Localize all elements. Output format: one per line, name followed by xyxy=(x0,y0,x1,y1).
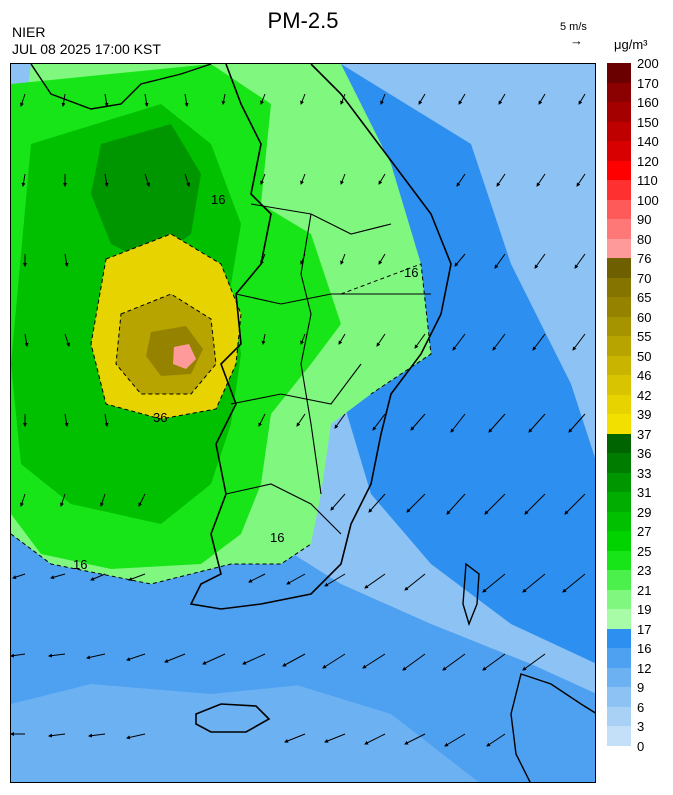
colorbar-tick-label: 27 xyxy=(637,524,652,539)
colorbar-tick-label: 80 xyxy=(637,231,652,247)
colorbar-tick-label: 39 xyxy=(637,407,652,422)
coastline xyxy=(189,64,452,610)
colorbar-segment xyxy=(607,336,631,356)
colorbar-segment xyxy=(607,687,631,707)
colorbar-segment xyxy=(607,570,631,590)
colorbar-segment xyxy=(607,316,631,337)
colorbar-tick-label: 23 xyxy=(637,563,652,578)
colorbar-segment xyxy=(607,82,631,103)
agency-label: NIER xyxy=(12,24,46,40)
colorbar-segment xyxy=(607,63,631,83)
colorbar-tick-label: 19 xyxy=(637,602,652,617)
colorbar-segment xyxy=(607,277,631,298)
colorbar-tick-label: 140 xyxy=(637,134,659,149)
colorbar-segment xyxy=(607,375,631,395)
colorbar-tick-label: 37 xyxy=(637,426,652,442)
colorbar-tick-label: 16 xyxy=(637,641,652,656)
colorbar-tick-label: 3 xyxy=(637,719,645,734)
japan-coast-outline xyxy=(510,673,595,782)
colorbar xyxy=(607,63,631,765)
colorbar-segment xyxy=(607,472,631,493)
colorbar-tick-label: 90 xyxy=(637,212,652,227)
colorbar-segment xyxy=(607,160,631,181)
colorbar-tick-label: 160 xyxy=(637,95,659,110)
colorbar-tick-label: 21 xyxy=(637,582,652,598)
colorbar-segment xyxy=(607,726,631,746)
colorbar-segment xyxy=(607,511,631,532)
colorbar-tick-label: 17 xyxy=(637,621,652,637)
colorbar-tick-label: 9 xyxy=(637,680,645,695)
forecast-timestamp: JUL 08 2025 17:00 KST xyxy=(12,41,161,57)
colorbar-segment xyxy=(607,492,631,512)
contour-label-16: 16 xyxy=(73,557,87,572)
colorbar-tick-label: 150 xyxy=(637,114,659,130)
colorbar-segment xyxy=(607,199,631,220)
unit-label: μg/m³ xyxy=(614,37,648,52)
colorbar-tick-label: 170 xyxy=(637,75,659,91)
wind-reference-label: 5 m/s xyxy=(560,21,587,33)
tsushima-island-outline xyxy=(462,562,480,627)
colorbar-segment xyxy=(607,628,631,649)
colorbar-tick-label: 42 xyxy=(637,387,652,403)
colorbar-segment xyxy=(607,414,631,434)
wind-reference-arrow-icon: → xyxy=(570,33,583,48)
contour-label-16: 16 xyxy=(404,265,418,280)
colorbar-tick-label: 50 xyxy=(637,348,652,364)
colorbar-segment xyxy=(607,297,631,317)
colorbar-segment xyxy=(607,258,631,278)
coastline-north xyxy=(30,64,212,110)
contour-label-16: 16 xyxy=(270,530,284,545)
colorbar-tick-label: 65 xyxy=(637,290,652,305)
colorbar-tick-label: 36 xyxy=(637,446,652,461)
colorbar-segment xyxy=(607,550,631,571)
map-title: PM-2.5 xyxy=(267,8,339,33)
colorbar-tick-label: 31 xyxy=(637,485,652,500)
contour-label-16: 16 xyxy=(211,192,225,207)
colorbar-segment xyxy=(607,667,631,688)
colorbar-segment xyxy=(607,706,631,727)
pm25-concentration-map[interactable]: 36 16 16 16 16 xyxy=(10,63,596,783)
colorbar-tick-label: 29 xyxy=(637,504,652,520)
colorbar-segment xyxy=(607,219,631,239)
colorbar-segment xyxy=(607,141,631,161)
colorbar-segment xyxy=(607,648,631,668)
colorbar-segment xyxy=(607,238,631,259)
colorbar-tick-label: 6 xyxy=(637,699,645,715)
contour-label-36: 36 xyxy=(153,410,167,425)
jeju-island-outline xyxy=(195,703,271,733)
field-hotspot-76-80 xyxy=(173,344,196,369)
field-band-12-16b xyxy=(11,584,331,704)
colorbar-segment xyxy=(607,394,631,415)
colorbar-tick-label: 70 xyxy=(637,270,652,286)
colorbar-segment xyxy=(607,355,631,376)
colorbar-segment xyxy=(607,121,631,142)
colorbar-tick-label: 12 xyxy=(637,660,652,676)
colorbar-tick-label: 60 xyxy=(637,309,652,325)
wind-vectors xyxy=(11,93,586,747)
contour-lines xyxy=(11,233,432,585)
colorbar-tick-label: 100 xyxy=(637,192,659,208)
colorbar-tick-label: 46 xyxy=(637,368,652,383)
colorbar-segment xyxy=(607,531,631,551)
colorbar-segment xyxy=(607,180,631,200)
colorbar-segment xyxy=(607,453,631,473)
colorbar-segment xyxy=(607,609,631,629)
colorbar-segment xyxy=(607,589,631,610)
colorbar-segment xyxy=(607,433,631,454)
colorbar-segment xyxy=(607,102,631,122)
colorbar-tick-label: 200 xyxy=(637,56,659,71)
colorbar-tick-label: 76 xyxy=(637,251,652,266)
colorbar-tick-label: 0 xyxy=(637,738,645,754)
colorbar-tick-label: 33 xyxy=(637,465,652,481)
colorbar-tick-label: 110 xyxy=(637,173,658,188)
colorbar-tick-label: 55 xyxy=(637,329,652,344)
field-band-27-33 xyxy=(91,124,201,264)
colorbar-tick-label: 25 xyxy=(637,543,652,559)
colorbar-tick-label: 120 xyxy=(637,153,659,169)
